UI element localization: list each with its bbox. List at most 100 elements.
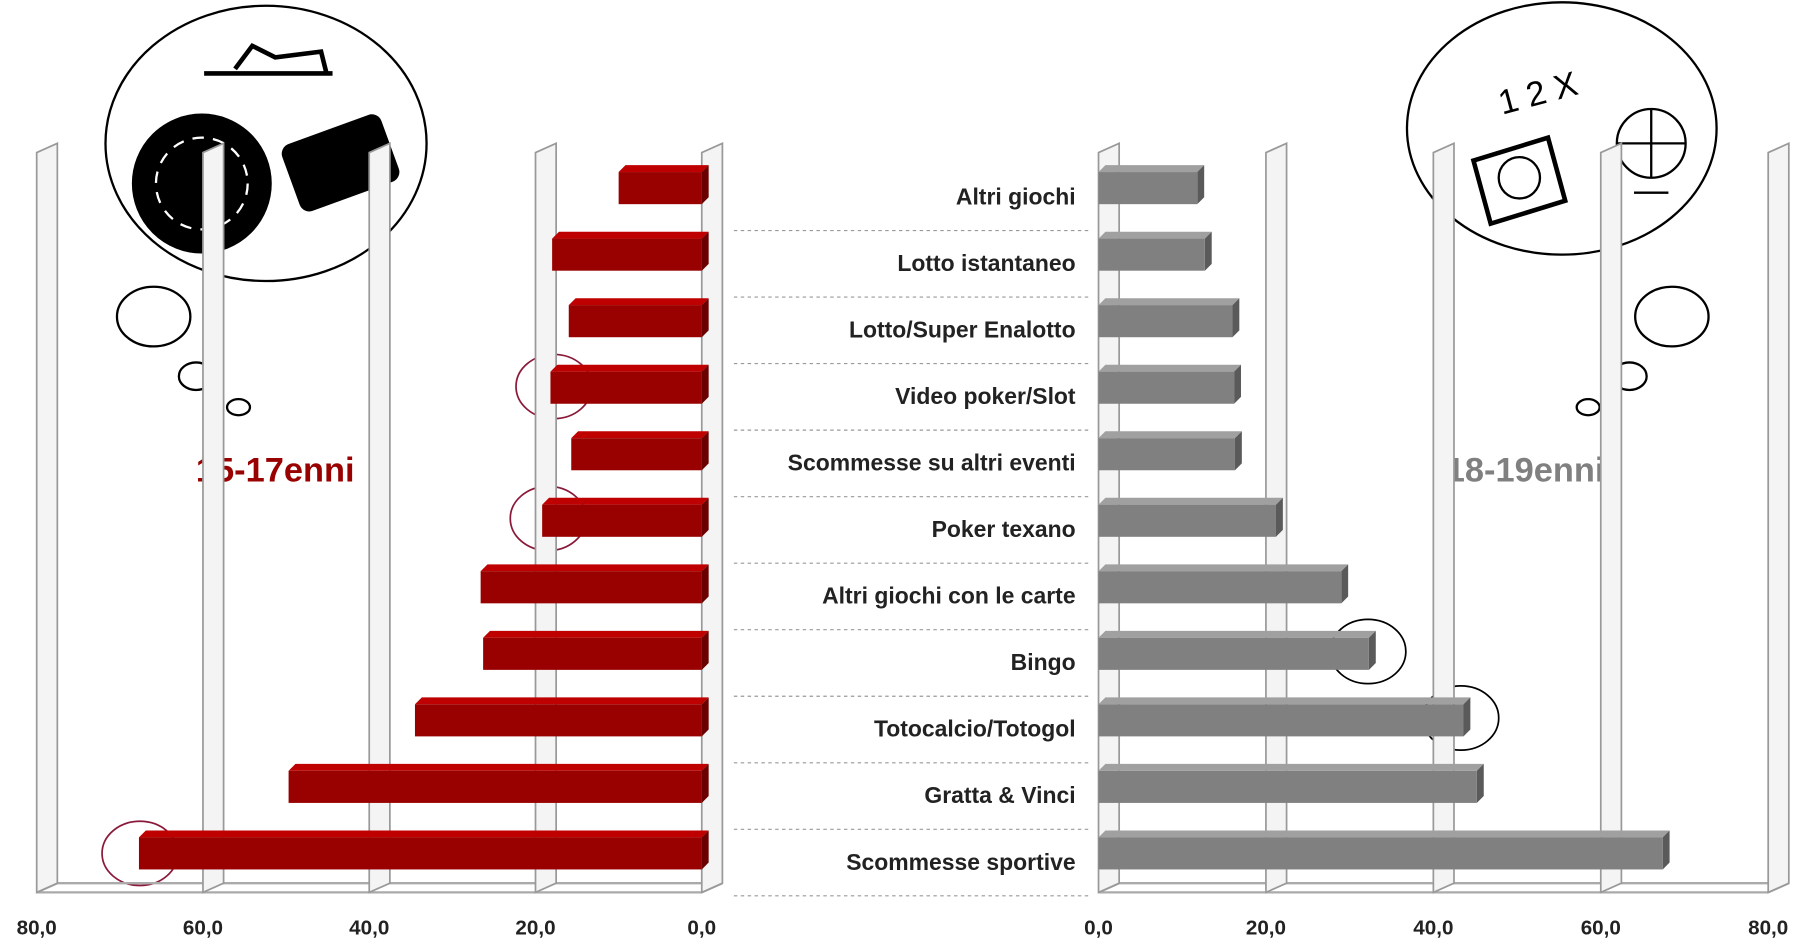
bar-top [288,763,709,771]
bar-top [552,231,709,239]
bar-side [1197,165,1205,205]
bar-side [701,630,709,670]
bar-side [1662,830,1670,870]
grid-line [1767,142,1790,894]
bar-top [483,630,709,638]
bar-face [1098,704,1464,737]
bar-face [483,637,702,670]
category-label: Lotto/Super Enalotto [849,317,1076,343]
highlight-circles [101,353,1500,887]
bar-side [701,830,709,870]
bar-face [568,305,702,338]
bar-top [618,165,709,173]
bar-face [1098,837,1663,870]
category-label: Totocalcio/Totogol [874,716,1076,742]
category-label: Poker texano [932,516,1076,542]
bar-side [1368,630,1376,670]
bar-side [1463,697,1471,737]
x-tick-label: 40,0 [349,917,389,940]
bar [1098,364,1242,404]
bar [414,697,709,737]
bar-face [480,571,702,604]
bar-top [1098,630,1376,638]
bar [1098,231,1212,271]
x-tick-label: 0,0 [687,917,716,940]
bar-side [1341,564,1349,604]
bar-face [1098,571,1342,604]
bar [1098,298,1240,338]
bar [568,298,709,338]
bar [1098,497,1283,537]
bar-top [1098,364,1242,372]
bar-face [414,704,702,737]
bar [571,431,709,471]
bar [1098,431,1242,471]
bar [618,165,709,205]
x-tick-label: 80,0 [17,917,57,940]
bar-side [1204,231,1212,271]
bar-top [1098,497,1283,505]
x-tick-label: 80,0 [1748,917,1788,940]
grid-line [1599,142,1623,894]
category-label: Bingo [1011,649,1076,675]
bar [1098,564,1349,604]
bar [552,231,709,271]
bar-top [1098,830,1670,838]
x-tick-label: 60,0 [183,917,223,940]
bar-face [138,837,702,870]
bar-face [1098,305,1233,338]
bar-side [1275,497,1283,537]
bar-top [1098,431,1242,439]
bar-side [701,763,709,803]
bar-top [1098,697,1471,705]
grid-line [368,142,391,894]
category-label: Scommesse su altri eventi [788,450,1076,476]
series-label: 18-19enni [1446,452,1605,490]
bar-face [1098,172,1198,205]
x-tick-label: 0,0 [1084,917,1113,940]
x-tick-label: 40,0 [1413,917,1453,940]
bar [542,497,709,537]
bar-face [1098,438,1235,471]
bar-side [701,497,709,537]
bar-side [701,231,709,271]
bar-face [1098,371,1235,404]
bar-top [1098,165,1205,173]
right-bubble [1405,1,1718,417]
category-label: Altri giochi con le carte [822,583,1075,609]
x-tick-label: 60,0 [1581,917,1621,940]
bar-face [288,770,702,803]
bar-face [552,238,702,271]
bar-top [571,431,709,439]
bar [483,630,709,670]
bar [550,364,709,404]
bar [288,763,709,803]
bar-face [1098,770,1477,803]
bar-top [550,364,709,372]
bar [480,564,709,604]
bar-side [701,298,709,338]
bar [1098,630,1376,670]
bar-top [1098,564,1349,572]
bar-side [701,364,709,404]
bar [1098,697,1471,737]
category-label: Lotto istantaneo [897,250,1075,276]
bar-face [550,371,702,404]
bar-top [1098,298,1240,306]
category-label: Altri giochi [956,183,1076,209]
bar-top [138,830,709,838]
bar-side [701,165,709,205]
bar-face [542,504,702,537]
bar-side [701,697,709,737]
bar-side [1476,763,1484,803]
bar-top [542,497,709,505]
bar [1098,763,1484,803]
bar-top [1098,231,1212,239]
bar-side [1232,298,1240,338]
grid-line [202,142,225,894]
bar [1098,830,1670,870]
bar-face [1098,504,1276,537]
bar-side [701,431,709,471]
bar [1098,165,1205,205]
